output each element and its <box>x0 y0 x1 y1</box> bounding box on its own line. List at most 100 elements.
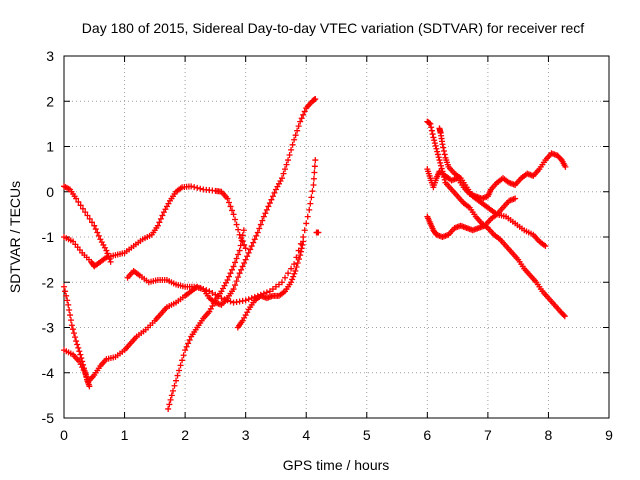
data-point <box>180 352 187 359</box>
data-point <box>307 200 314 207</box>
y-tick-label: 0 <box>46 184 54 200</box>
data-point <box>77 202 84 209</box>
data-point <box>266 200 273 207</box>
data-point <box>165 405 172 412</box>
data-point <box>242 245 249 252</box>
x-axis-label: GPS time / hours <box>283 457 390 473</box>
data-point <box>295 256 302 263</box>
data-point <box>441 151 448 158</box>
data-point <box>312 157 319 164</box>
data-point <box>297 252 304 259</box>
data-point <box>237 242 244 249</box>
data-point <box>271 189 278 196</box>
data-point <box>288 279 295 286</box>
data-point <box>232 282 239 289</box>
data-point <box>73 338 80 345</box>
data-point <box>431 140 438 147</box>
data-point <box>439 141 446 148</box>
data-track <box>234 238 307 331</box>
y-tick-label: 2 <box>46 93 54 109</box>
data-point <box>229 207 236 214</box>
data-point <box>229 266 236 273</box>
data-point <box>84 212 91 219</box>
x-tick-label: 8 <box>545 427 553 443</box>
data-point <box>75 198 82 205</box>
data-point <box>82 209 89 216</box>
data-point <box>239 232 246 239</box>
data-point <box>230 211 237 218</box>
data-point <box>86 383 93 390</box>
data-point <box>562 163 569 170</box>
data-point <box>285 270 292 277</box>
data-point <box>263 206 270 213</box>
data-point <box>560 312 567 319</box>
data-point <box>176 367 183 374</box>
data-point <box>311 163 318 170</box>
data-point <box>299 241 306 248</box>
data-point <box>224 195 231 202</box>
data-point <box>289 141 296 148</box>
data-point <box>427 120 434 127</box>
data-point <box>293 263 300 270</box>
data-point <box>297 118 304 125</box>
data-point <box>227 270 234 277</box>
data-point <box>174 372 181 379</box>
data-track <box>61 183 114 265</box>
data-point <box>294 260 301 267</box>
data-point <box>79 205 86 212</box>
data-point <box>232 259 239 266</box>
data-point <box>286 151 293 158</box>
x-tick-label: 3 <box>242 427 250 443</box>
data-point <box>312 95 319 102</box>
data-point <box>78 355 85 362</box>
data-point <box>168 392 175 399</box>
data-point <box>238 237 245 244</box>
data-point <box>74 341 81 348</box>
data-point <box>289 276 296 283</box>
data-point <box>89 219 96 226</box>
data-point <box>285 157 292 164</box>
data-point <box>230 263 237 270</box>
data-point <box>236 247 243 254</box>
data-point <box>244 253 251 260</box>
x-tick-label: 1 <box>121 427 129 443</box>
data-point <box>173 377 180 384</box>
data-point <box>282 166 289 173</box>
y-tick-label: -1 <box>42 229 55 245</box>
data-point <box>92 226 99 233</box>
data-point <box>428 124 435 131</box>
data-point <box>185 340 192 347</box>
data-point <box>308 194 315 201</box>
data-point <box>245 249 252 256</box>
x-tick-labels: 0 1 2 3 4 5 6 7 8 9 <box>60 427 613 443</box>
data-point <box>91 222 98 229</box>
data-point <box>436 157 443 164</box>
data-point <box>292 132 299 139</box>
data-point <box>226 273 233 280</box>
data-point <box>157 215 164 222</box>
data-point <box>268 196 275 203</box>
data-point <box>104 250 111 257</box>
data-point <box>73 195 80 202</box>
data-track <box>61 283 93 390</box>
data-point <box>61 283 67 290</box>
data-point <box>300 111 307 118</box>
data-point <box>227 298 234 305</box>
data-point <box>298 115 305 122</box>
data-point <box>262 210 269 217</box>
grid <box>64 56 609 418</box>
y-tick-label: -2 <box>42 274 55 290</box>
data-point <box>167 396 174 403</box>
data-point <box>428 127 435 134</box>
x-tick-label: 4 <box>302 427 310 443</box>
data-point <box>290 273 297 280</box>
data-point <box>440 144 447 151</box>
data-point <box>177 362 184 369</box>
data-point <box>272 283 279 290</box>
data-point <box>259 217 266 224</box>
data-point <box>197 185 204 192</box>
data-point <box>67 317 74 324</box>
data-point <box>94 229 101 236</box>
data-point <box>233 255 240 262</box>
data-point <box>76 348 83 355</box>
